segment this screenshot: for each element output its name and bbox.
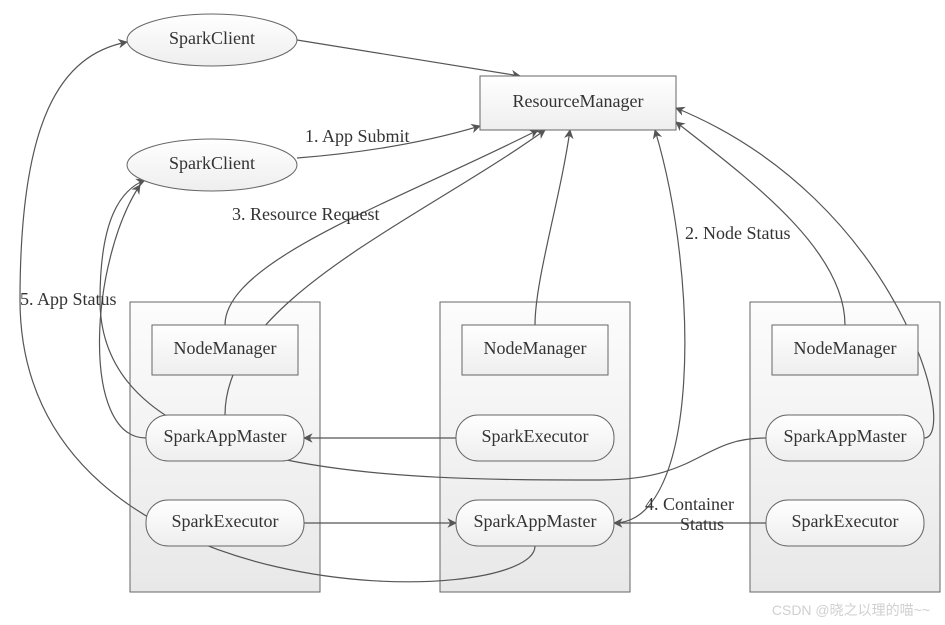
node-manager-3: NodeManager <box>772 325 918 375</box>
edge-label-e_sam1_sc2: 5. App Status <box>20 289 117 309</box>
svg-text:SparkClient: SparkClient <box>169 153 255 173</box>
svg-text:SparkAppMaster: SparkAppMaster <box>474 511 597 531</box>
svg-text:NodeManager: NodeManager <box>174 338 277 358</box>
svg-text:SparkAppMaster: SparkAppMaster <box>784 426 907 446</box>
edge-label2-e_se3_sam2: Status <box>680 514 724 534</box>
svg-text:NodeManager: NodeManager <box>484 338 587 358</box>
svg-text:SparkAppMaster: SparkAppMaster <box>164 426 287 446</box>
edge-label-e_sc2_rm: 1. App Submit <box>305 126 410 146</box>
svg-text:SparkClient: SparkClient <box>169 28 255 48</box>
spark-client-2: SparkClient <box>127 139 297 191</box>
svg-text:SparkExecutor: SparkExecutor <box>792 511 899 531</box>
spark-app-master-2: SparkAppMaster <box>456 500 614 546</box>
edge-e_nm2_rm <box>535 130 570 325</box>
spark-executor-2: SparkExecutor <box>456 415 614 461</box>
spark-client-1: SparkClient <box>127 14 297 66</box>
svg-text:NodeManager: NodeManager <box>794 338 897 358</box>
svg-text:SparkExecutor: SparkExecutor <box>172 511 279 531</box>
edge-label-e_sam1_rm: 3. Resource Request <box>232 204 379 224</box>
svg-text:ResourceManager: ResourceManager <box>513 91 644 111</box>
watermark: CSDN @晓之以理的喵~~ <box>772 602 930 618</box>
svg-text:SparkExecutor: SparkExecutor <box>482 426 589 446</box>
node-manager-1: NodeManager <box>152 325 298 375</box>
spark-executor-1: SparkExecutor <box>146 500 304 546</box>
diagram-canvas: SparkClient SparkClient ResourceManager … <box>0 0 945 625</box>
spark-executor-3: SparkExecutor <box>766 500 924 546</box>
edge-e_sc1_rm <box>297 40 520 76</box>
resource-manager: ResourceManager <box>480 76 676 130</box>
node-manager-2: NodeManager <box>462 325 608 375</box>
spark-app-master-3: SparkAppMaster <box>766 415 924 461</box>
edge-label-e_se3_sam2: 4. Container <box>645 494 734 514</box>
edge-label-e_nm3_rm: 2. Node Status <box>685 223 791 243</box>
spark-app-master-1: SparkAppMaster <box>146 415 304 461</box>
